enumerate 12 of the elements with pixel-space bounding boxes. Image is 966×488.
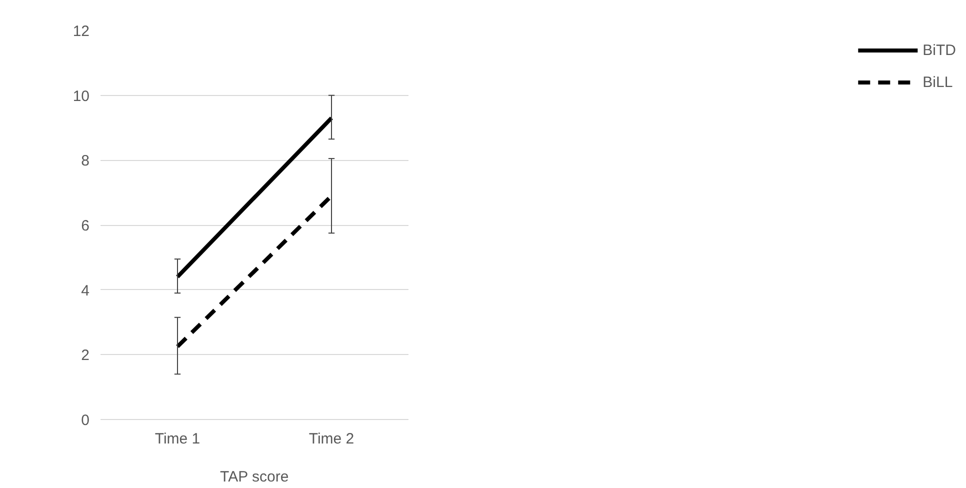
legend-label: BiTD: [922, 42, 956, 58]
y-tick-label: 8: [81, 152, 90, 170]
x-axis-title: TAP score: [220, 468, 289, 486]
y-tick-label: 0: [81, 412, 90, 429]
y-tick-label: 4: [81, 282, 90, 300]
y-tick-label: 10: [72, 88, 90, 105]
y-tick-label: 2: [81, 347, 90, 364]
x-tick-label: Time 1: [154, 430, 200, 448]
legend-label: BiLL: [922, 74, 953, 90]
x-tick-label: Time 2: [308, 430, 354, 448]
y-tick-label: 6: [81, 218, 90, 234]
y-tick-label: 12: [72, 23, 90, 40]
